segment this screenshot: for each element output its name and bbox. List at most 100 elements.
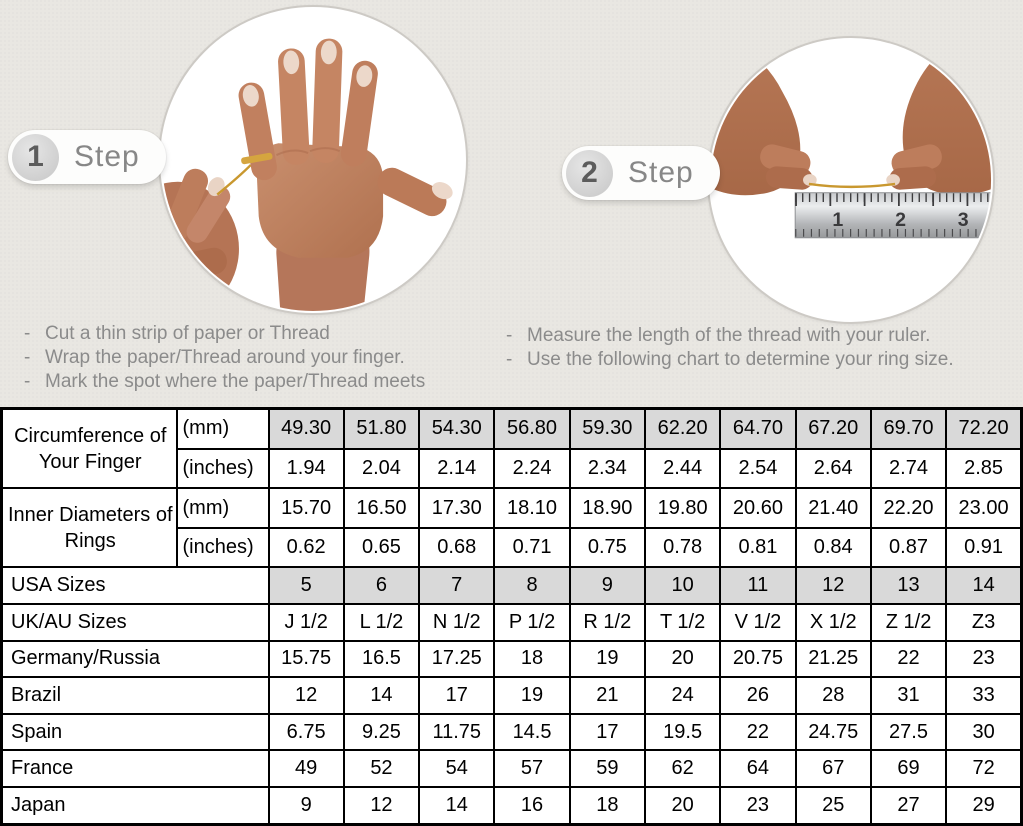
ruler-number-2: 2: [895, 209, 906, 231]
row-label-cell: Spain: [0, 712, 270, 752]
table-row: France 49 52 54 57 59 62 64 67 69 72: [0, 749, 1023, 789]
size-value-cell: N 1/2: [418, 603, 496, 642]
size-value-cell: 8: [493, 566, 571, 606]
row-label-cell: Japan: [0, 786, 270, 826]
size-value-cell: 72: [945, 749, 1023, 789]
step2-label: Step: [628, 156, 694, 189]
size-value-cell: 17: [418, 676, 496, 715]
size-value-cell: R 1/2: [568, 603, 646, 642]
step2-number: 2: [566, 149, 613, 197]
size-value-cell: 9: [568, 566, 646, 606]
size-value-cell: 33: [945, 676, 1023, 715]
size-value-cell: 19.5: [643, 712, 722, 752]
size-value-cell: P 1/2: [493, 603, 571, 642]
size-value-cell: 56.80: [493, 407, 571, 450]
size-value-cell: 24.75: [794, 712, 872, 752]
size-value-cell: 2.24: [493, 447, 571, 490]
size-value-cell: 2.14: [418, 447, 496, 490]
instruction-text: Wrap the paper/Thread around your finger…: [45, 347, 405, 368]
table-row: (inches) 0.62 0.65 0.68 0.71 0.75 0.78 0.81 0.84…: [2, 526, 1023, 569]
size-value-cell: 20: [643, 639, 722, 679]
ruler-number-1: 1: [832, 209, 843, 231]
size-value-cell: 49: [267, 749, 345, 789]
instruction-line: - Wrap the paper/Thread around your finge…: [24, 346, 502, 370]
table-row: Japan 9 12 14 16 18 20 23 25 27 29: [0, 786, 1023, 826]
size-value-cell: 14: [342, 676, 421, 715]
size-value-cell: 64: [719, 749, 797, 789]
gold-ring-icon: [241, 152, 273, 165]
size-value-cell: 17.25: [418, 639, 496, 679]
size-value-cell: 72.20: [945, 407, 1023, 450]
size-value-cell: 0.91: [945, 526, 1023, 569]
hand-with-ring-illustration: [161, 38, 453, 312]
size-value-cell: 9: [267, 786, 345, 826]
size-value-cell: 51.80: [342, 407, 421, 450]
size-value-cell: 6.75: [267, 712, 345, 752]
size-value-cell: 0.78: [643, 526, 722, 569]
size-value-cell: 0.62: [267, 526, 345, 569]
size-value-cell: 27.5: [869, 712, 948, 752]
step2-badge: 2 Step: [562, 146, 720, 200]
size-value-cell: 22.20: [869, 487, 948, 529]
size-value-cell: 21.25: [794, 639, 872, 679]
size-value-cell: 20.75: [719, 639, 797, 679]
size-value-cell: 12: [267, 676, 345, 715]
row-label-cell: Brazil: [0, 676, 270, 715]
instruction-line: - Measure the length of the thread with y…: [506, 324, 1022, 348]
size-value-cell: 23.00: [945, 487, 1023, 529]
size-value-cell: 26: [719, 676, 797, 715]
size-value-cell: 31: [869, 676, 948, 715]
size-value-cell: 30: [945, 712, 1023, 752]
size-value-cell: 28: [794, 676, 872, 715]
table-row: Germany/Russia 15.75 16.5 17.25 18 19 20 20.75 2…: [0, 639, 1023, 679]
size-value-cell: 23: [945, 639, 1023, 679]
size-chart-section: Circumference of Your Finger (mm) 49.30 51.…: [0, 407, 1023, 826]
size-value-cell: 7: [418, 566, 496, 606]
row-label-cell: Circumference of Your Finger: [0, 407, 178, 490]
size-value-cell: 2.44: [643, 447, 722, 490]
size-value-cell: 16.5: [342, 639, 421, 679]
size-value-cell: 11.75: [418, 712, 496, 752]
instruction-text: Mark the spot where the paper/Thread mee…: [45, 371, 426, 392]
size-value-cell: 59: [568, 749, 646, 789]
size-value-cell: 2.64: [794, 447, 872, 490]
size-value-cell: 54.30: [418, 407, 496, 450]
size-value-cell: 5: [267, 566, 345, 606]
size-value-cell: 14.5: [493, 712, 571, 752]
table-row: Circumference of Your Finger (mm) 49.30 51.…: [0, 407, 1023, 490]
row-label-cell: Germany/Russia: [0, 639, 270, 679]
size-value-cell: 0.75: [568, 526, 646, 569]
ruler-number-3: 3: [958, 209, 969, 231]
gold-thread-icon: [808, 182, 896, 189]
size-value-cell: 59.30: [568, 407, 646, 450]
instruction-line: - Mark the spot where the paper/Thread me…: [24, 370, 502, 394]
step1-photo-circle: [158, 5, 468, 315]
size-value-cell: 18: [568, 786, 646, 826]
size-value-cell: 2.34: [568, 447, 646, 490]
size-value-cell: 16: [493, 786, 571, 826]
size-value-cell: 17: [568, 712, 646, 752]
size-value-cell: 21: [568, 676, 646, 715]
size-value-cell: 20.60: [719, 487, 797, 529]
size-value-cell: X 1/2: [794, 603, 872, 642]
size-value-cell: 25: [794, 786, 872, 826]
size-value-cell: 2.74: [869, 447, 948, 490]
size-value-cell: 62.20: [643, 407, 722, 450]
size-value-cell: 0.87: [869, 526, 948, 569]
step2-photo-circle: 1 2 3: [707, 36, 995, 324]
step2-instructions: - Measure the length of the thread with y…: [506, 324, 1022, 372]
size-value-cell: 2.85: [945, 447, 1023, 490]
size-value-cell: 67.20: [794, 407, 872, 450]
dash-bullet: -: [506, 349, 513, 370]
step1-badge: 1 Step: [8, 130, 166, 184]
ring-size-table-body: Circumference of Your Finger (mm) 49.30 51.…: [0, 407, 1023, 826]
size-value-cell: 12: [794, 566, 872, 606]
size-value-cell: 69.70: [869, 407, 948, 450]
step1-number: 1: [12, 133, 59, 181]
size-value-cell: 17.30: [418, 487, 496, 529]
size-value-cell: 18.90: [568, 487, 646, 529]
size-value-cell: 0.84: [794, 526, 872, 569]
size-value-cell: 10: [643, 566, 722, 606]
row-label-cell: Inner Diameters of Rings: [0, 487, 178, 569]
